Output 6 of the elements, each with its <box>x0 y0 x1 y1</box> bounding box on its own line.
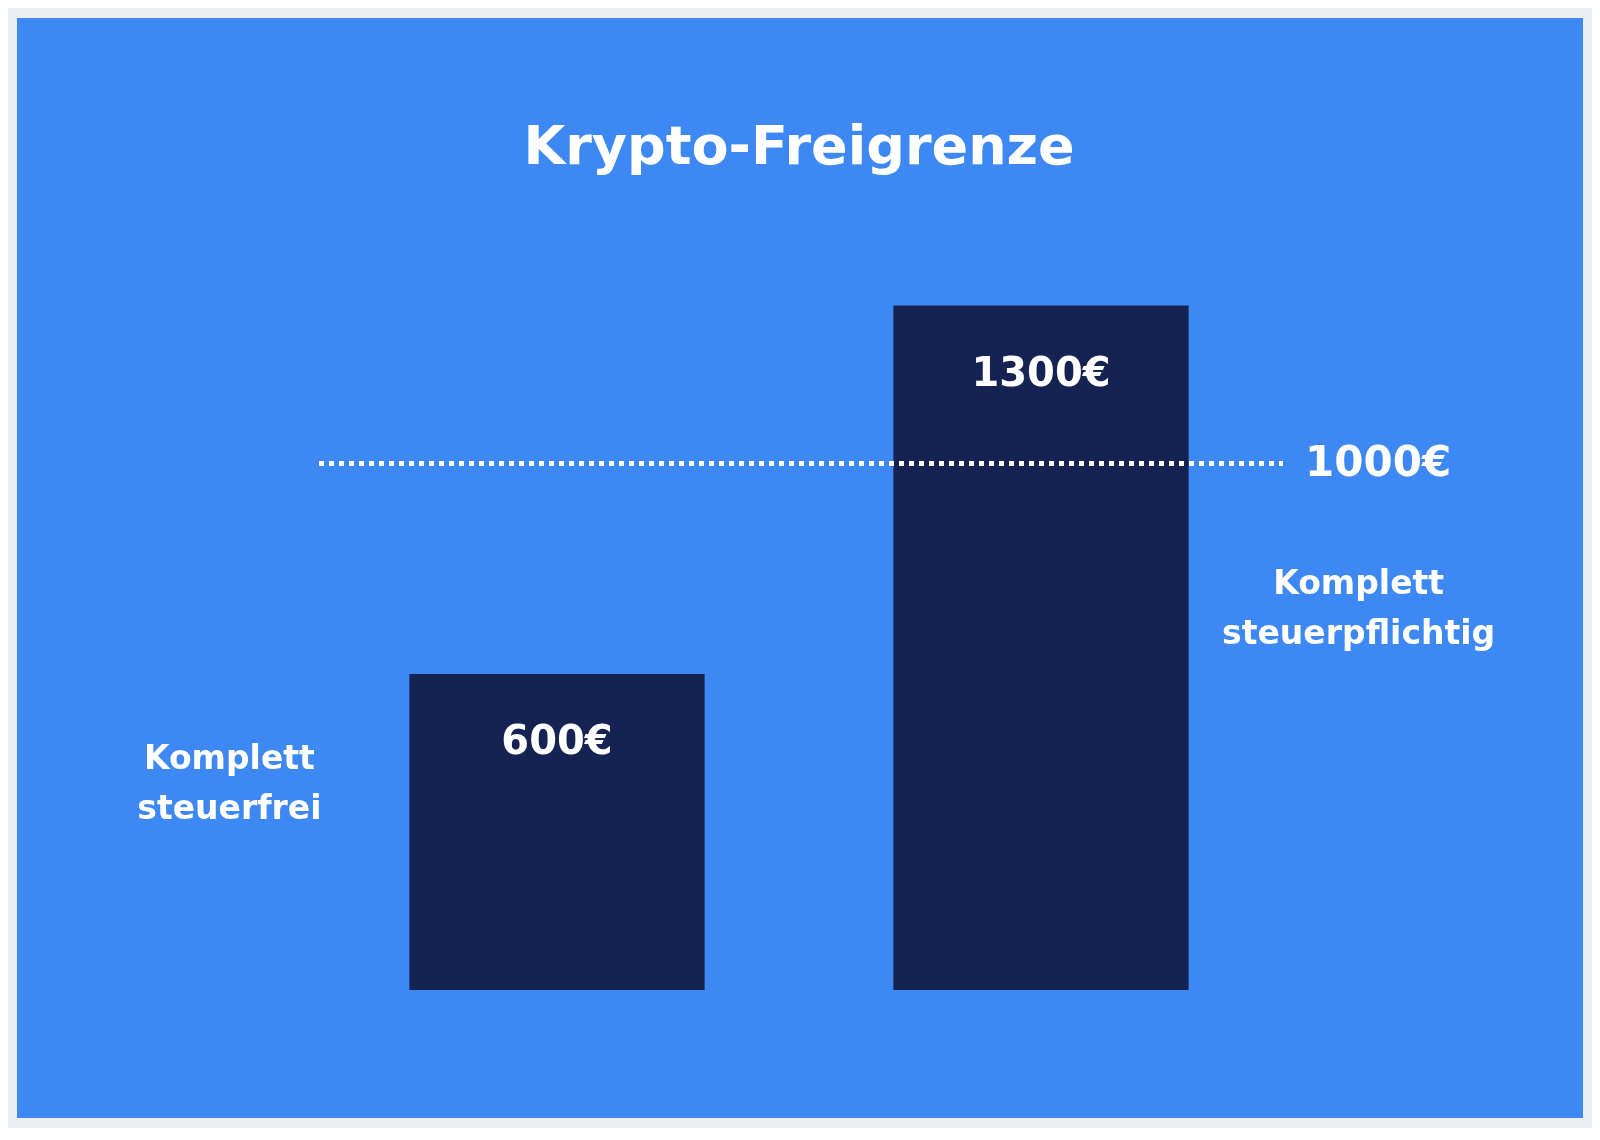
annotation: Komplett steuerpflichtig <box>1222 563 1496 653</box>
data-label: 1300€ <box>971 348 1111 395</box>
annotation: Komplett steuerfrei <box>137 737 322 827</box>
ref-line-label: 1000€ <box>1305 437 1452 487</box>
data-label: 600€ <box>501 717 613 764</box>
chart-title: Krypto-Freigrenze <box>523 114 1075 178</box>
